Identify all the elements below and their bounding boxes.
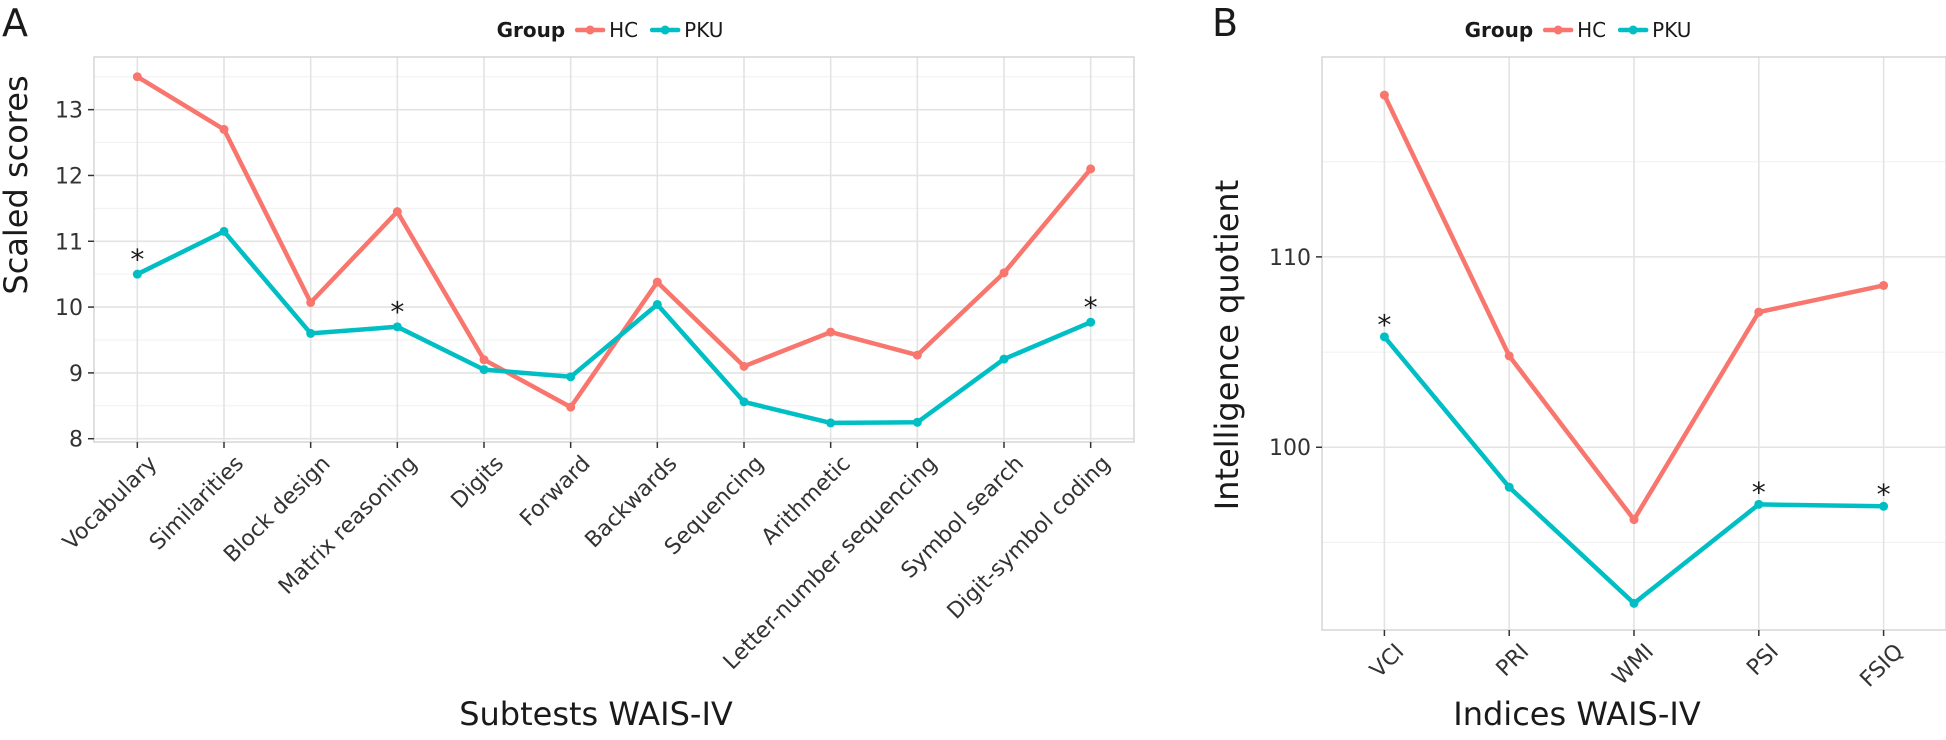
panel-b-x-tick-label: VCI <box>1366 639 1410 683</box>
panel-b-series <box>1379 90 1889 608</box>
panel-b-legend-title: Group <box>1465 18 1534 42</box>
panel-b-legend-label: PKU <box>1652 18 1691 42</box>
panel-a-series-hc-point <box>826 327 836 337</box>
panel-a-series-pku-point <box>912 417 922 427</box>
panel-a-series-hc-point <box>219 124 229 134</box>
panel-b-x-axis-title: Indices WAIS-IV <box>1453 695 1701 733</box>
panel-a-legend-key-point <box>660 25 670 35</box>
panel-a-series-pku-line <box>135 229 1093 426</box>
panel-b-series-pku-point <box>1379 332 1389 342</box>
panel-a-plot-frame <box>93 56 1135 443</box>
panel-a-series-pku-point <box>826 418 836 428</box>
panel-a-letter: A <box>2 1 28 45</box>
panel-a-significance-marker: * <box>390 296 404 329</box>
panel-a-series-hc-point <box>479 355 489 365</box>
panel-a-series <box>132 72 1096 428</box>
panel-a-legend-item-pku: PKU <box>649 18 723 42</box>
panel-a-legend: Group HC PKU <box>497 18 724 42</box>
panel-b-y-axis: 100 110 <box>1269 246 1322 461</box>
panel-a-significance-marker: * <box>130 243 144 276</box>
panel-b-series-hc-point <box>1879 280 1889 290</box>
panel-b-legend-item-pku: PKU <box>1617 18 1691 42</box>
panel-b-annotations: * * * <box>1377 308 1890 510</box>
panel-a-significance-marker: * <box>1084 291 1098 324</box>
panel-b-series-hc-point <box>1754 307 1764 317</box>
panel-b-series-pku-point <box>1504 482 1514 492</box>
panel-a-series-hc-point <box>912 350 922 360</box>
panel-a: A Group HC PKU * * * 8 9 10 11 12 13 VocabularySi… <box>0 1 1135 733</box>
panel-b-legend-key-point <box>1628 25 1638 35</box>
panel-a-series-hc-point <box>739 361 749 371</box>
panel-a-series-pku-point <box>219 226 229 236</box>
panel-b-x-axis: VCI PRI WMI PSI FSIQ <box>1366 630 1909 692</box>
panel-a-series-hc-point <box>306 297 316 307</box>
panel-a-series-pku-point <box>306 328 316 338</box>
panel-a-series-hc-point <box>652 277 662 287</box>
panel-a-series-pku-point <box>1086 317 1096 327</box>
panel-a-y-tick-label: 13 <box>55 99 83 124</box>
panel-b-series-pku-point <box>1754 499 1764 509</box>
panel-b: B Group HC PKU * * * 100 110 VCI PRI WMI PSI FSIQ… <box>1208 1 1946 733</box>
panel-a-series-pku-point <box>999 354 1009 364</box>
panel-b-y-tick-label: 110 <box>1269 246 1311 271</box>
panel-b-x-tick-label: PRI <box>1492 639 1534 681</box>
panel-a-y-axis-title: Scaled scores <box>0 75 35 294</box>
panel-b-significance-marker: * <box>1377 308 1391 341</box>
panel-a-grid <box>93 56 1135 443</box>
panel-a-y-tick-label: 12 <box>55 164 83 189</box>
panel-a-series-hc-point <box>392 207 402 217</box>
panel-a-legend-item-hc: HC <box>574 18 638 42</box>
panel-a-series-pku-point <box>739 397 749 407</box>
panel-b-significance-marker: * <box>1752 476 1766 509</box>
panel-a-series-hc-point <box>999 268 1009 278</box>
panel-a-annotations: * * * <box>130 243 1097 329</box>
panel-b-x-tick-label: FSIQ <box>1856 639 1909 692</box>
panel-a-series-pku-point <box>652 299 662 309</box>
panel-a-legend-key-point <box>585 25 595 35</box>
panel-b-x-tick-label: WMI <box>1608 639 1659 690</box>
panel-a-x-tick-label: Forward <box>515 451 595 531</box>
panel-a-x-tick-label: Digits <box>447 451 509 513</box>
panel-b-legend-label: HC <box>1577 18 1606 42</box>
panel-b-letter: B <box>1212 1 1238 45</box>
panel-b-series-pku-point <box>1879 501 1889 511</box>
panel-b-series-pku-point <box>1629 598 1639 608</box>
panel-a-y-tick-label: 9 <box>69 362 83 387</box>
panel-a-series-pku-point <box>132 269 142 279</box>
panel-a-series-hc-line <box>135 74 1093 410</box>
panel-b-legend-item-hc: HC <box>1542 18 1606 42</box>
panel-b-legend: Group HC PKU <box>1465 18 1692 42</box>
panel-a-legend-title: Group <box>497 18 566 42</box>
panel-b-series-hc-point <box>1379 90 1389 100</box>
panel-b-legend-key-point <box>1553 25 1563 35</box>
panel-b-significance-marker: * <box>1877 478 1891 511</box>
panel-a-series-pku-point <box>392 322 402 332</box>
panel-a-y-tick-label: 8 <box>69 428 83 453</box>
panel-a-y-axis: 8 9 10 11 12 13 <box>55 99 94 453</box>
panel-b-y-tick-label: 100 <box>1269 436 1311 461</box>
panel-a-series-hc-point <box>1086 164 1096 174</box>
panel-b-grid <box>1321 56 1946 631</box>
panel-b-y-axis-title: Intelligence quotient <box>1208 180 1246 510</box>
panel-b-series-hc-point <box>1629 515 1639 525</box>
panel-a-legend-label: HC <box>609 18 638 42</box>
panel-a-series-hc-point <box>132 72 142 82</box>
panel-b-x-tick-label: PSI <box>1742 639 1784 681</box>
panel-a-x-axis-title: Subtests WAIS-IV <box>459 695 733 733</box>
panel-a-y-tick-label: 11 <box>55 230 83 255</box>
panel-b-series-hc-point <box>1504 351 1514 361</box>
panel-a-y-tick-label: 10 <box>55 296 83 321</box>
panel-a-series-pku-point <box>566 372 576 382</box>
panel-a-series-hc-point <box>566 402 576 412</box>
panel-a-x-tick-label: Digit-symbol coding <box>943 451 1116 624</box>
panel-a-legend-label: PKU <box>684 18 723 42</box>
panel-a-series-pku-point <box>479 365 489 375</box>
